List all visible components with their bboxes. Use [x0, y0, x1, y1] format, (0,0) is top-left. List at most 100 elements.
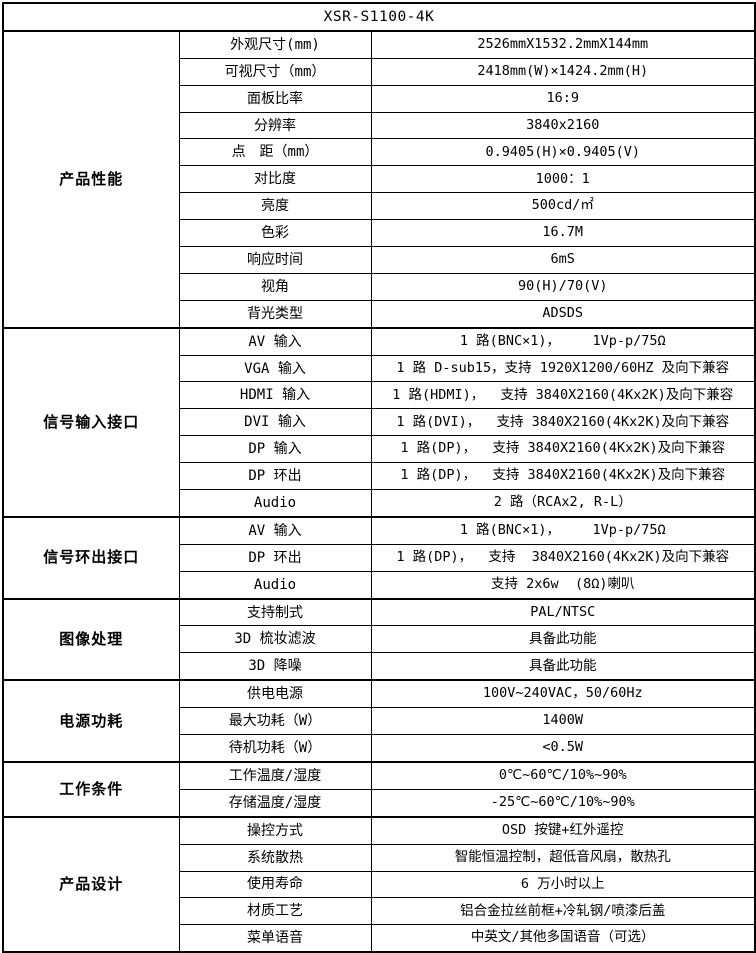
table-row: 面板比率 16:9 — [3, 84, 756, 113]
spec-label-cell: 亮度 — [178, 192, 372, 221]
spec-value-cell: 1 路 D-sub15，支持 1920X1200/60HZ 及向下兼容 — [370, 354, 756, 383]
table-row: XSR-S1100-4K — [2, 2, 756, 32]
spec-value-cell: PAL/NTSC — [370, 597, 756, 627]
spec-value-cell: 具备此功能 — [370, 625, 756, 654]
spec-value-cell: 1 路(BNC×1)， 1Vp-p/75Ω — [370, 515, 756, 545]
table-row: 信号环出接口 AV 输入 1 路(BNC×1)， 1Vp-p/75Ω — [2, 515, 756, 600]
table-row: 待机功耗（W） <0.5W — [3, 734, 756, 763]
table-row: 可视尺寸（mm） 2418mm(W)×1424.2mm(H) — [3, 57, 756, 86]
spec-value-cell: 1000：1 — [370, 165, 756, 194]
spec-label-cell: DP 环出 — [178, 543, 372, 572]
spec-label-cell: 支持制式 — [178, 597, 372, 627]
category-cell: 电源功耗 — [2, 679, 180, 763]
table-row: DVI 输入 1 路(DVI)， 支持 3840X2160(4Kx2K)及向下兼容 — [3, 408, 756, 437]
spec-label-cell: 视角 — [178, 272, 372, 301]
spec-value-cell: 铝合金拉丝前框+冷轧钢/喷漆后盖 — [370, 897, 756, 926]
table-row: 响应时间 6mS — [3, 246, 756, 274]
spec-value-cell: 1 路(DP)， 支持 3840X2160(4Kx2K)及向下兼容 — [370, 462, 756, 491]
table-row: 3D 梳妆滤波 具备此功能 — [3, 625, 756, 654]
spec-label-cell: 响应时间 — [178, 246, 372, 274]
spec-label-cell: Audio — [178, 489, 372, 518]
spec-value-cell: OSD 按键+红外遥控 — [370, 815, 756, 845]
spec-label-cell: 使用寿命 — [178, 870, 372, 899]
table-row: 信号输入接口 AV 输入 1 路(BNC×1)， 1Vp-p/75Ω — [2, 326, 756, 518]
spec-label-cell: 点 距（mm） — [178, 138, 372, 167]
table-row: 系统散热 智能恒温控制，超低音风扇，散热孔 — [3, 843, 756, 872]
spec-label-cell: Audio — [178, 570, 372, 600]
spec-label-cell: AV 输入 — [178, 326, 372, 356]
spec-label-cell: AV 输入 — [178, 515, 372, 545]
spec-value-cell: <0.5W — [370, 734, 756, 763]
spec-label-cell: DP 环出 — [178, 462, 372, 491]
spec-value-cell: ADSDS — [370, 299, 756, 329]
spec-value-cell: 16.7M — [370, 219, 756, 248]
spec-label-cell: 3D 梳妆滤波 — [178, 625, 372, 654]
table-row: 分辨率 3840x2160 — [3, 111, 756, 140]
spec-value-cell: 2526mmX1532.2mmX144mm — [370, 29, 756, 59]
spec-label-cell: 对比度 — [178, 165, 372, 194]
spec-label-cell: 可视尺寸（mm） — [178, 57, 372, 86]
table-row: 产品设计 操控方式 OSD 按键+红外遥控 — [2, 815, 756, 953]
spec-value-cell: 16:9 — [370, 84, 756, 113]
spec-label-cell: 菜单语音 — [178, 924, 372, 953]
table-row: DP 环出 1 路(DP)， 支持 3840X2160(4Kx2K)及向下兼容 — [3, 462, 756, 491]
spec-label-cell: DP 输入 — [178, 435, 372, 464]
spec-label-cell: DVI 输入 — [178, 408, 372, 437]
category-cell: 产品性能 — [2, 29, 180, 329]
spec-label-cell: 材质工艺 — [178, 897, 372, 926]
spec-value-cell: 支持 2x6w (8Ω)喇叭 — [370, 570, 756, 600]
spec-value-cell: 1 路(HDMI)， 支持 3840X2160(4Kx2K)及向下兼容 — [370, 381, 756, 410]
spec-value-cell: 1 路(DP)， 支持 3840X2160(4Kx2K)及向下兼容 — [370, 543, 756, 572]
table-row: 最大功耗（W） 1400W — [3, 707, 756, 736]
table-row: 电源功耗 供电电源 100V~240VAC，50/60Hz — [2, 679, 756, 763]
spec-value-cell: 1 路(BNC×1)， 1Vp-p/75Ω — [370, 326, 756, 356]
spec-label-cell: 外观尺寸(mm) — [178, 29, 372, 59]
spec-value-cell: 1400W — [370, 707, 756, 736]
spec-label-cell: 操控方式 — [178, 815, 372, 845]
table-row: VGA 输入 1 路 D-sub15，支持 1920X1200/60HZ 及向下兼… — [3, 354, 756, 383]
spec-value-cell: 1 路(DP)， 支持 3840X2160(4Kx2K)及向下兼容 — [370, 435, 756, 464]
spec-value-cell: 500cd/㎡ — [370, 192, 756, 221]
spec-value-cell: 90(H)/70(V) — [370, 272, 756, 301]
spec-value-cell: 中英文/其他多国语音（可选） — [370, 924, 756, 953]
category-cell: 信号输入接口 — [2, 326, 180, 518]
spec-label-cell: 待机功耗（W） — [178, 734, 372, 763]
table-title: XSR-S1100-4K — [2, 2, 756, 32]
category-cell: 图像处理 — [2, 597, 180, 681]
spec-label-cell: 最大功耗（W） — [178, 707, 372, 736]
spec-value-cell: 具备此功能 — [370, 652, 756, 681]
spec-value-cell: 6 万小时以上 — [370, 870, 756, 899]
spec-value-cell: 1 路(DVI)， 支持 3840X2160(4Kx2K)及向下兼容 — [370, 408, 756, 437]
table-row: 工作条件 工作温度/湿度 0℃~60℃/10%~90% — [2, 760, 756, 818]
spec-label-cell: 存储温度/湿度 — [178, 788, 372, 818]
spec-label-cell: 分辨率 — [178, 111, 372, 140]
spec-value-cell: 6mS — [370, 246, 756, 274]
table-row: 产品性能 外观尺寸(mm) 2526mmX1532.2mmX144mm — [2, 29, 756, 329]
table-row: 背光类型 ADSDS — [3, 299, 756, 329]
table-row: 存储温度/湿度 -25℃~60℃/10%~90% — [3, 788, 756, 818]
spec-value-cell: -25℃~60℃/10%~90% — [370, 788, 756, 818]
spec-label-cell: 3D 降噪 — [178, 652, 372, 681]
table-row: 点 距（mm） 0.9405(H)×0.9405(V) — [3, 138, 756, 167]
table-row: DP 输入 1 路(DP)， 支持 3840X2160(4Kx2K)及向下兼容 — [3, 435, 756, 464]
spec-label-cell: HDMI 输入 — [178, 381, 372, 410]
table-row: 图像处理 支持制式 PAL/NTSC — [2, 597, 756, 681]
spec-value-cell: 100V~240VAC，50/60Hz — [370, 679, 756, 709]
table-row: 亮度 500cd/㎡ — [3, 192, 756, 221]
spec-label-cell: 工作温度/湿度 — [178, 760, 372, 790]
spec-value-cell: 0℃~60℃/10%~90% — [370, 760, 756, 790]
category-cell: 信号环出接口 — [2, 515, 180, 600]
category-cell: 工作条件 — [2, 760, 180, 818]
spec-label-cell: 背光类型 — [178, 299, 372, 329]
table-row: 3D 降噪 具备此功能 — [3, 652, 756, 681]
spec-label-cell: 面板比率 — [178, 84, 372, 113]
spec-label-cell: 系统散热 — [178, 843, 372, 872]
spec-value-cell: 3840x2160 — [370, 111, 756, 140]
spec-label-cell: 供电电源 — [178, 679, 372, 709]
spec-value-cell: 0.9405(H)×0.9405(V) — [370, 138, 756, 167]
spec-label-cell: 色彩 — [178, 219, 372, 248]
category-cell: 产品设计 — [2, 815, 180, 953]
spec-value-cell: 2418mm(W)×1424.2mm(H) — [370, 57, 756, 86]
spec-value-cell: 智能恒温控制，超低音风扇，散热孔 — [370, 843, 756, 872]
